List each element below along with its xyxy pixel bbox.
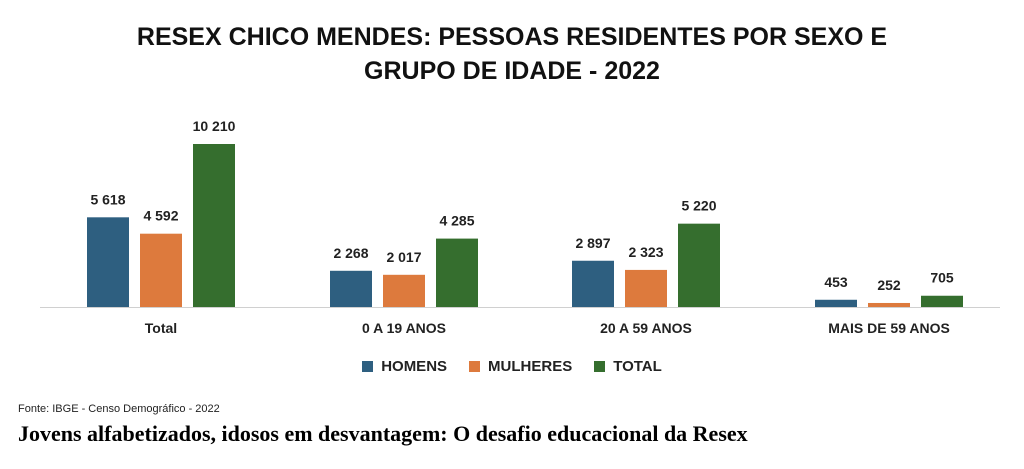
legend-label-homens: HOMENS — [381, 358, 448, 375]
bar-mulheres-2 — [625, 269, 667, 307]
category-label-3: MAIS DE 59 ANOS — [828, 320, 950, 336]
chart-title-line-2: GRUPO DE IDADE - 2022 — [364, 57, 660, 85]
data-label-total-3: 705 — [930, 270, 954, 286]
legend-swatch-mulheres — [469, 361, 481, 372]
data-label-homens-0: 5 618 — [90, 191, 125, 207]
data-label-total-2: 5 220 — [681, 198, 716, 214]
legend-item-total: TOTAL — [594, 358, 662, 375]
data-label-mulheres-0: 4 592 — [143, 208, 178, 224]
bar-total-1 — [436, 238, 478, 307]
bar-homens-3 — [815, 299, 857, 307]
bar-mulheres-1 — [383, 274, 425, 307]
bar-mulheres-0 — [140, 233, 182, 307]
bar-total-2 — [678, 223, 720, 307]
data-label-homens-2: 2 897 — [575, 235, 610, 251]
legend-label-mulheres: MULHERES — [488, 358, 573, 375]
data-label-homens-1: 2 268 — [333, 245, 368, 261]
legend-item-mulheres: MULHERES — [469, 358, 572, 375]
category-label-2: 20 A 59 ANOS — [600, 320, 692, 336]
legend-swatch-homens — [362, 361, 374, 372]
source-note: Fonte: IBGE - Censo Demográfico - 2022 — [18, 403, 220, 415]
data-label-homens-3: 453 — [824, 274, 848, 290]
legend-swatch-total — [594, 361, 606, 372]
legend-label-total: TOTAL — [613, 358, 662, 375]
legend: HOMENS MULHERES TOTAL — [0, 358, 1024, 375]
bar-total-3 — [921, 295, 963, 307]
chart-title: RESEX CHICO MENDES: PESSOAS RESIDENTES P… — [0, 20, 1024, 88]
legend-item-homens: HOMENS — [362, 358, 447, 375]
caption: Jovens alfabetizados, idosos em desvanta… — [18, 421, 748, 446]
bar-total-0 — [193, 144, 235, 307]
bar-homens-1 — [330, 270, 372, 307]
data-label-mulheres-3: 252 — [877, 277, 901, 293]
bar-mulheres-3 — [868, 302, 910, 307]
category-label-0: Total — [145, 320, 177, 336]
data-label-total-0: 10 210 — [193, 118, 236, 134]
data-label-mulheres-2: 2 323 — [628, 244, 663, 260]
chart-title-line-1: RESEX CHICO MENDES: PESSOAS RESIDENTES P… — [136, 23, 888, 51]
bar-homens-0 — [87, 217, 129, 307]
category-label-1: 0 A 19 ANOS — [362, 320, 446, 336]
data-label-mulheres-1: 2 017 — [386, 249, 421, 265]
bar-homens-2 — [572, 260, 614, 307]
data-label-total-1: 4 285 — [439, 213, 474, 229]
